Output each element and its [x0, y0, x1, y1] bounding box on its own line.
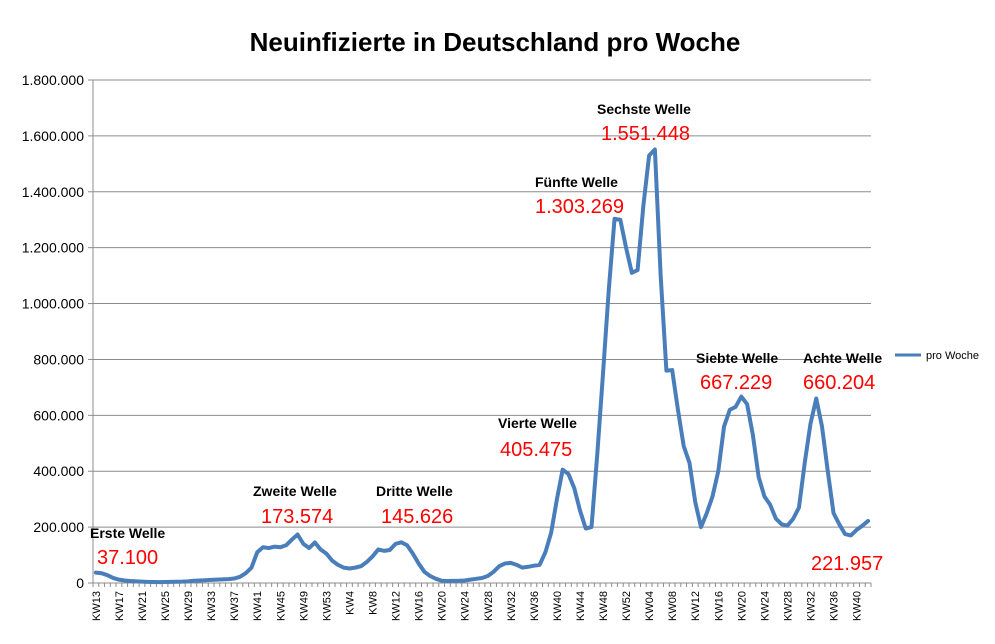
y-tick-label: 0 [76, 575, 84, 591]
y-tick-label: 1.800.000 [22, 72, 84, 88]
x-tick-label: KW32 [506, 591, 518, 621]
x-tick-label: KW24 [759, 591, 771, 621]
x-tick-label: KW44 [575, 591, 587, 621]
annotation-value: 1.551.448 [601, 123, 690, 145]
x-tick-label: KW4 [344, 591, 356, 615]
x-tick-label: KW29 [183, 591, 195, 621]
annotation-label: Achte Welle [803, 350, 882, 366]
x-tick-label: KW12 [391, 591, 403, 621]
x-tick-label: KW40 [552, 591, 564, 621]
x-tick-label: KW32 [805, 591, 817, 621]
x-tick-label: KW08 [667, 591, 679, 621]
annotation-label: Fünfte Welle [535, 174, 618, 190]
annotation-value: 660.204 [803, 372, 875, 394]
annotation-value: 37.100 [97, 547, 158, 569]
chart-title: Neuinfizierte in Deutschland pro Woche [250, 27, 741, 57]
y-tick-label: 800.000 [33, 351, 84, 367]
x-tick-label: KW36 [529, 591, 541, 621]
x-tick-label: KW16 [713, 591, 725, 621]
annotation-value: 145.626 [381, 506, 453, 528]
y-tick-label: 200.000 [33, 519, 84, 535]
annotation-label: Sechste Welle [597, 101, 691, 117]
x-tick-label: KW24 [460, 591, 472, 621]
grid [93, 79, 871, 528]
annotation-label: Siebte Welle [696, 350, 778, 366]
x-tick-label: KW36 [829, 591, 841, 621]
annotation-value: 1.303.269 [535, 196, 624, 218]
x-tick-label: KW41 [252, 591, 264, 621]
axes [92, 80, 871, 584]
x-tick-label: KW53 [321, 591, 333, 621]
x-tick-label: KW16 [414, 591, 426, 621]
annotation-value: 405.475 [500, 439, 572, 461]
annotation-label: Zweite Welle [253, 483, 337, 499]
annotations: Erste Welle 37.100 Zweite Welle 173.574 Drit… [90, 101, 883, 575]
x-tick-label: KW33 [206, 591, 218, 621]
x-tick-label: KW21 [137, 591, 149, 621]
x-tick-label: KW20 [736, 591, 748, 621]
x-tick-label: KW28 [483, 591, 495, 621]
series-line-pro-woche [93, 147, 871, 585]
x-tick-label: KW49 [298, 591, 310, 621]
x-tick-label: KW52 [621, 591, 633, 621]
x-tick-label: KW13 [91, 591, 103, 621]
y-tick-label: 1.000.000 [22, 296, 84, 312]
annotation-value: 173.574 [261, 506, 333, 528]
x-tick-label: KW04 [644, 591, 656, 621]
x-tick-label: KW12 [690, 591, 702, 621]
x-tick-label: KW17 [114, 591, 126, 621]
x-tick-label: KW40 [852, 591, 864, 621]
x-tick-label: KW25 [160, 591, 172, 621]
annotation-label: Vierte Welle [498, 415, 577, 431]
legend: pro Woche [895, 350, 979, 362]
x-tick-label: KW45 [275, 591, 287, 621]
x-tick-label: KW8 [368, 591, 380, 615]
y-tick-label: 1.200.000 [22, 240, 84, 256]
x-tick-label: KW48 [598, 591, 610, 621]
x-tick-label: KW37 [229, 591, 241, 621]
x-tick-label: KW28 [782, 591, 794, 621]
annotation-label: Dritte Welle [376, 483, 453, 499]
x-tick-label: KW20 [437, 591, 449, 621]
y-tick-label: 1.600.000 [22, 128, 84, 144]
annotation-value: 667.229 [700, 372, 772, 394]
series-layer [93, 147, 871, 585]
annotation-label: Erste Welle [90, 525, 165, 541]
annotation-value: 221.957 [811, 553, 883, 575]
y-tick-label: 1.400.000 [22, 184, 84, 200]
legend-entry: pro Woche [926, 350, 979, 362]
x-axis-ticks: KW13 KW17 KW21 KW25 KW29 KW33 KW37 KW41 KW45 KW49… [91, 583, 872, 621]
y-tick-label: 400.000 [33, 463, 84, 479]
y-tick-label: 600.000 [33, 407, 84, 423]
y-axis-ticks: 0 200.000 400.000 600.000 800.000 1.000.000 1.… [22, 72, 93, 591]
